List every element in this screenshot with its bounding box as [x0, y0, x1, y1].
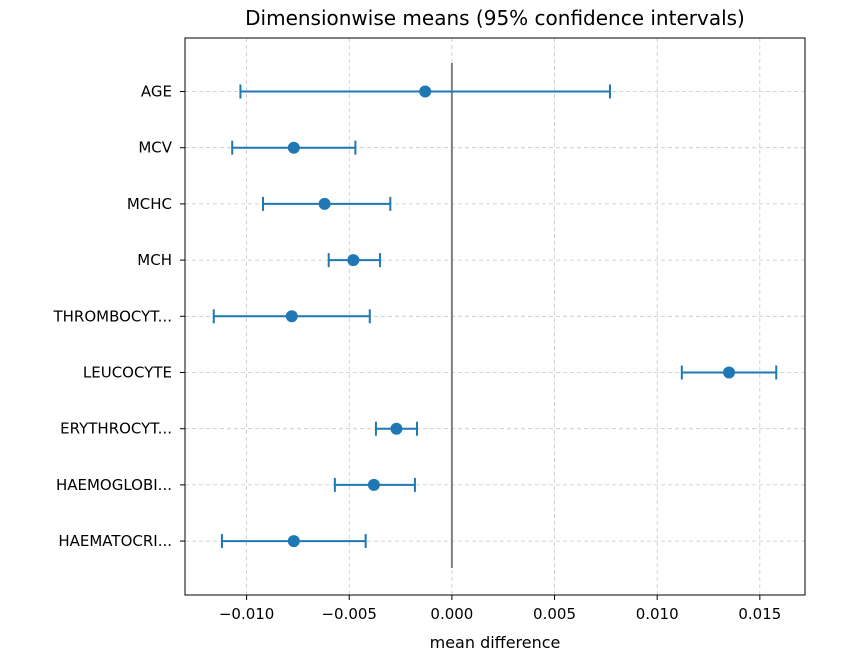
- x-tick-label: −0.005: [321, 605, 377, 623]
- mean-point: [318, 197, 331, 210]
- mean-point: [347, 254, 360, 267]
- errorbar-haemoglobi: [333, 477, 416, 492]
- y-tick-label: HAEMATOCRI...: [58, 532, 172, 550]
- errorbar-haematocri: [220, 534, 367, 549]
- y-tick-label: THROMBOCYT...: [52, 307, 172, 325]
- x-tick-label: −0.010: [219, 605, 275, 623]
- mean-point: [723, 366, 736, 379]
- y-ticks: AGE MCV MCHC MCH THROMBOCYT... LEUCOCYTE ERYTH…: [52, 83, 185, 550]
- errorbar-mchc: [262, 196, 392, 211]
- x-tick-label: 0.005: [533, 605, 576, 623]
- y-tick-label: MCV: [138, 139, 172, 157]
- x-ticks: −0.010 −0.005 0.000 0.005 0.010 0.015: [219, 595, 781, 623]
- errorbar-leucocyte: [680, 365, 778, 380]
- y-tick-label: MCHC: [127, 195, 172, 213]
- y-tick-label: ERYTHROCYT...: [60, 420, 172, 438]
- x-tick-label: 0.010: [636, 605, 679, 623]
- marks-layer: [212, 84, 778, 549]
- errorbar-erythrocyt: [374, 421, 418, 436]
- mean-point: [287, 141, 300, 154]
- mean-point: [419, 85, 432, 98]
- y-tick-label: LEUCOCYTE: [83, 364, 172, 382]
- mean-point: [285, 310, 298, 323]
- x-tick-label: 0.015: [738, 605, 781, 623]
- errorbar-age: [239, 84, 611, 99]
- y-tick-label: AGE: [141, 83, 172, 101]
- errorbar-mcv: [231, 140, 357, 155]
- errorbar-mch: [327, 253, 382, 268]
- y-tick-label: MCH: [137, 251, 172, 269]
- mean-point: [390, 422, 403, 435]
- mean-point: [367, 478, 380, 491]
- x-axis-label: mean difference: [430, 633, 561, 652]
- y-tick-label: HAEMOGLOBI...: [56, 476, 172, 494]
- chart-title: Dimensionwise means (95% confidence inte…: [245, 6, 745, 30]
- x-tick-label: 0.000: [430, 605, 473, 623]
- errorbar-thrombocyt: [212, 309, 371, 324]
- mean-point: [287, 535, 300, 548]
